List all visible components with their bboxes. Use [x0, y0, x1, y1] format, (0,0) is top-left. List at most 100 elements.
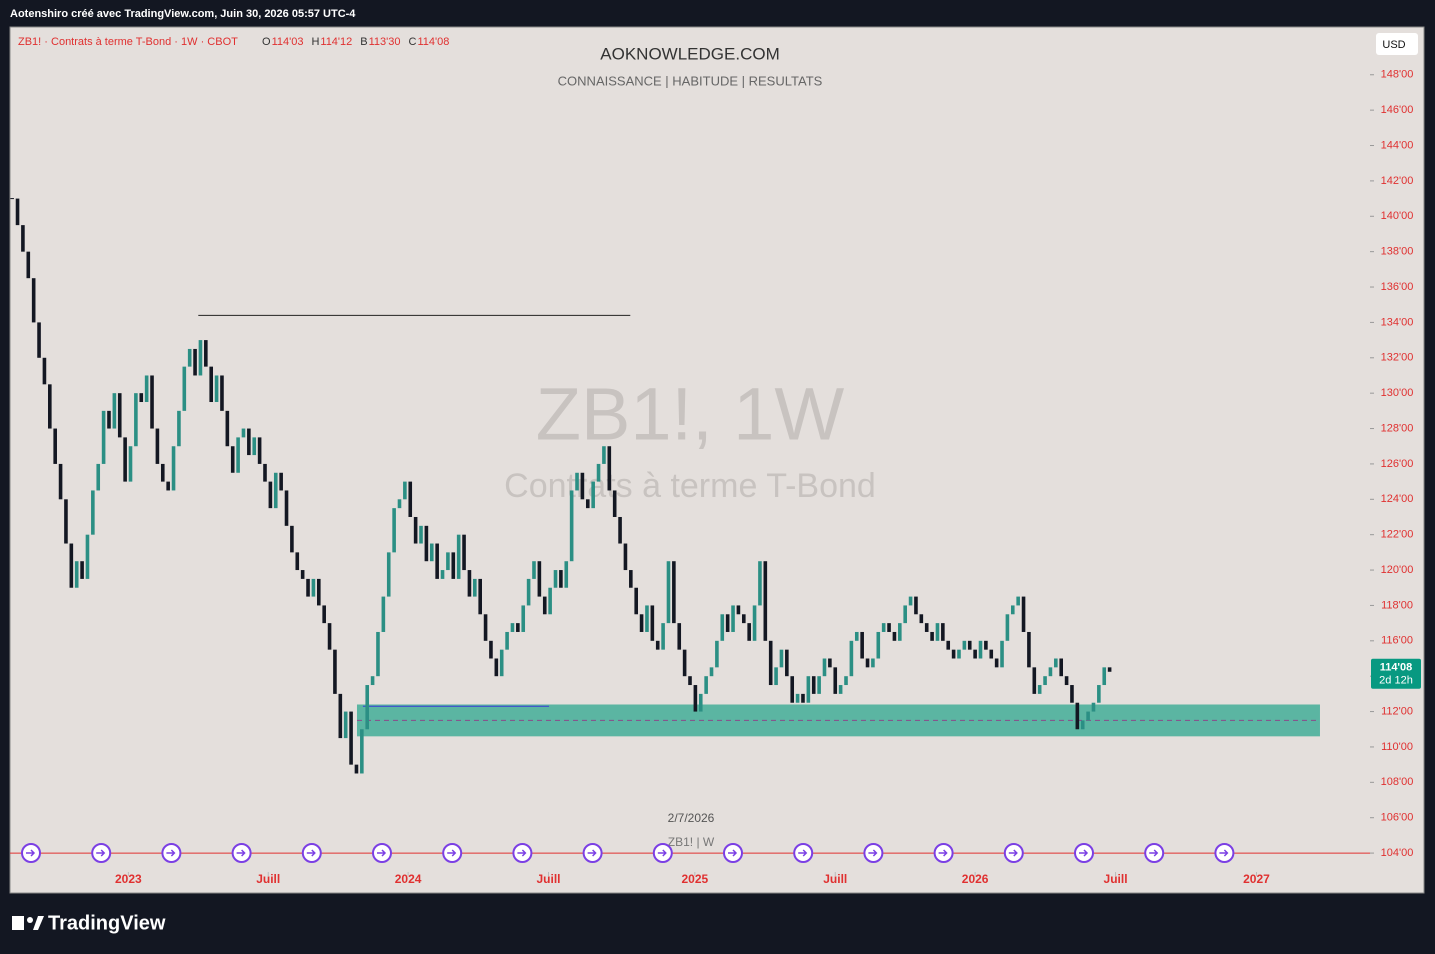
candle	[516, 623, 520, 632]
candle	[354, 764, 359, 774]
candle	[537, 561, 542, 597]
y-tick-label: 128'00	[1381, 422, 1414, 434]
candle	[424, 525, 429, 562]
candle	[774, 667, 778, 686]
event-arrow	[657, 849, 667, 857]
candle	[429, 543, 434, 562]
watermark-subtitle: Contrats à terme T-Bond	[504, 467, 876, 505]
candle	[74, 561, 79, 588]
candle	[709, 667, 714, 677]
candle	[849, 640, 854, 677]
candle	[160, 463, 165, 482]
candle	[967, 640, 972, 650]
candle	[58, 463, 63, 500]
candle	[1010, 605, 1015, 615]
candle	[101, 410, 106, 464]
candle	[575, 472, 579, 491]
candle	[15, 198, 20, 226]
candle	[838, 685, 843, 694]
candle	[779, 649, 784, 668]
candle	[930, 631, 934, 641]
footer-brand: TradingView	[48, 912, 166, 934]
candle	[822, 658, 827, 677]
candle	[419, 525, 423, 544]
event-arrow	[517, 849, 527, 857]
y-tick-label: 116'00	[1381, 635, 1413, 647]
candle	[602, 446, 606, 464]
event-arrow	[728, 849, 738, 857]
y-tick-label: 120'00	[1381, 564, 1414, 576]
ohlc-value: 114'03	[272, 36, 304, 48]
candle	[48, 384, 52, 429]
candle	[634, 587, 639, 615]
candle	[26, 251, 31, 279]
candle	[526, 578, 531, 606]
x-tick-label: 2025	[681, 872, 708, 886]
candle	[456, 534, 461, 579]
x-tick-label: 2024	[395, 872, 422, 886]
ohlc-label: H	[311, 36, 319, 48]
candle	[510, 623, 515, 632]
candle	[338, 693, 343, 739]
candle	[828, 658, 832, 668]
candle	[731, 605, 735, 632]
candle	[112, 393, 117, 429]
candle	[209, 366, 214, 403]
x-tick-label: Juill	[823, 872, 847, 886]
candle	[1043, 676, 1047, 686]
candle	[795, 693, 800, 703]
candle	[1107, 667, 1112, 672]
event-arrow	[306, 849, 316, 857]
candle	[343, 711, 348, 739]
candle	[650, 605, 655, 641]
candle	[715, 640, 719, 668]
candle	[392, 508, 396, 553]
candle	[946, 640, 951, 650]
candle	[591, 481, 595, 509]
candle	[908, 596, 913, 606]
candle	[978, 640, 983, 659]
candle	[747, 623, 751, 641]
currency[interactable]: USD	[1382, 39, 1405, 51]
candle	[612, 490, 617, 517]
candle	[435, 543, 439, 579]
candle	[521, 605, 526, 632]
candle	[236, 437, 240, 473]
candle	[446, 552, 450, 571]
candle	[1016, 596, 1020, 606]
candle	[193, 348, 197, 376]
candle	[306, 578, 310, 597]
candle	[462, 534, 466, 571]
candle	[290, 525, 294, 553]
candle	[860, 631, 864, 659]
candle	[973, 649, 977, 659]
candle	[1059, 658, 1064, 677]
x-tick-label: 2023	[115, 872, 142, 886]
candle	[854, 631, 859, 641]
candle	[989, 649, 994, 659]
y-tick-label: 130'00	[1381, 387, 1414, 399]
y-tick-label: 144'00	[1381, 139, 1414, 151]
candle	[553, 570, 558, 588]
y-tick-label: 112'00	[1381, 705, 1413, 717]
candle	[478, 578, 482, 615]
chart-frame	[9, 26, 1425, 894]
candle	[532, 561, 536, 579]
candle	[892, 631, 897, 641]
event-arrow	[96, 849, 106, 857]
currency-box[interactable]	[1376, 33, 1418, 55]
event-arrow	[868, 849, 878, 857]
candle	[80, 561, 84, 579]
candle	[629, 570, 633, 588]
y-tick-label: 110'00	[1381, 741, 1413, 753]
candle	[128, 446, 133, 482]
candle	[333, 649, 337, 694]
candle	[182, 366, 187, 411]
candle	[1021, 596, 1026, 632]
candle	[580, 472, 585, 500]
candle	[607, 446, 612, 491]
price-tag-label: 114'08	[1380, 662, 1413, 674]
candle	[134, 393, 138, 447]
candle	[241, 428, 246, 438]
event-arrow	[377, 849, 387, 857]
